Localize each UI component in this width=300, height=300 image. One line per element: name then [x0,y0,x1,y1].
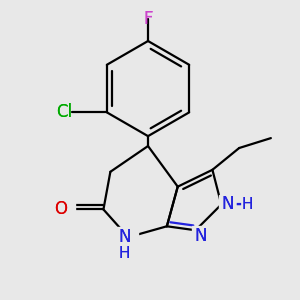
Text: O: O [54,200,67,218]
Text: Cl: Cl [56,103,72,122]
Text: O: O [54,200,67,218]
Text: H: H [241,197,253,212]
Text: N: N [118,228,130,246]
Text: H: H [241,197,253,212]
Text: H: H [118,245,130,260]
Text: H: H [118,245,130,260]
Bar [219,195,274,214]
Text: N: N [194,227,207,245]
Text: -: - [235,194,241,211]
Text: F: F [143,10,153,28]
Text: Cl: Cl [56,103,72,122]
Bar [192,226,218,246]
Bar [112,227,138,259]
Text: F: F [143,10,153,28]
Text: -: - [235,194,241,212]
Text: N: N [118,228,130,246]
Text: N: N [221,196,233,214]
Text: N: N [194,227,207,245]
Bar [49,200,75,219]
Text: N: N [221,196,233,214]
